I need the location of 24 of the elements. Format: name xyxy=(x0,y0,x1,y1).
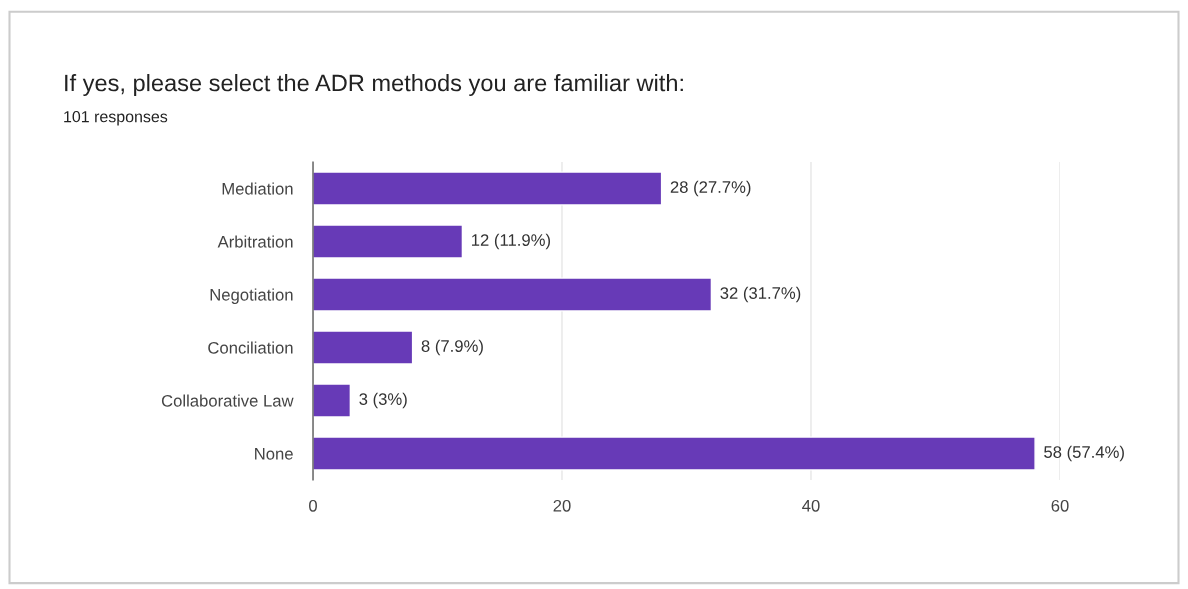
data-label: 58 (57.4%) xyxy=(1044,445,1124,462)
x-tick-label: 60 xyxy=(1051,499,1069,512)
chart-title: If yes, please select the ADR methods you are familiar with: xyxy=(65,74,683,96)
data-label: 8 (7.9%) xyxy=(421,339,483,356)
bar xyxy=(313,277,713,312)
bar xyxy=(313,436,1036,471)
y-tick-label: Collaborative Law xyxy=(161,394,294,407)
x-tick-label: 20 xyxy=(553,499,571,512)
y-tick-label: Arbitration xyxy=(217,235,293,248)
y-tick-label: Conciliation xyxy=(208,341,293,354)
data-label: 32 (31.7%) xyxy=(720,286,801,303)
bar xyxy=(313,224,464,259)
y-tick-label: None xyxy=(255,448,293,460)
y-tick-label: Mediation xyxy=(222,182,293,195)
text: 101 responses xyxy=(64,110,168,126)
bar xyxy=(313,171,663,206)
data-label: 12 (11.9%) xyxy=(472,233,550,250)
x-tick-label: 40 xyxy=(802,499,820,512)
data-label: 28 (27.7%) xyxy=(670,180,751,197)
x-tick-label: 0 xyxy=(309,499,317,512)
bar xyxy=(313,383,352,418)
data-label: 3 (3%) xyxy=(359,392,407,409)
bar xyxy=(313,330,414,365)
y-tick-label: Negotiation xyxy=(210,288,293,304)
